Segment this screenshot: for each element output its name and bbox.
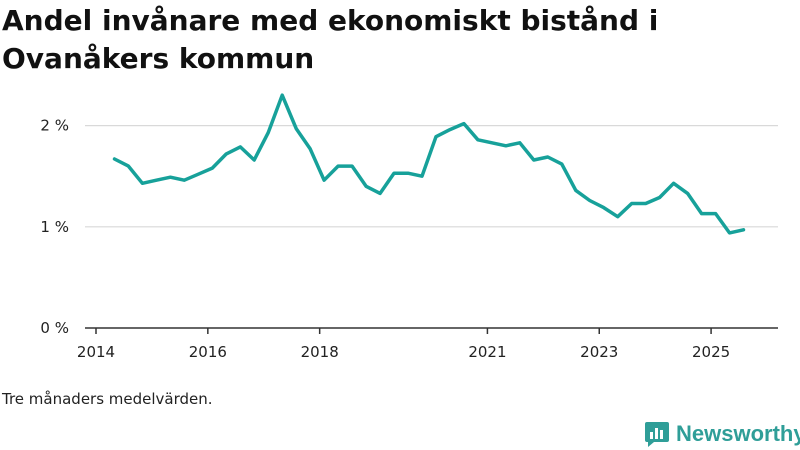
data-point xyxy=(574,189,577,192)
x-tick-label: 2014 xyxy=(77,343,115,361)
chart-footnote: Tre månaders medelvärden. xyxy=(2,390,213,408)
y-tick-label: 2 % xyxy=(40,117,69,135)
data-point xyxy=(420,175,424,178)
data-point xyxy=(714,212,717,215)
data-point xyxy=(239,145,242,149)
data-point xyxy=(644,202,647,205)
data-point xyxy=(406,171,410,175)
data-point xyxy=(322,179,326,182)
y-tick-label: 0 % xyxy=(40,319,69,337)
chart-title: Andel invånare med ekonomiskt bistånd i … xyxy=(2,4,659,75)
data-point xyxy=(742,228,745,232)
data-point xyxy=(588,199,591,202)
y-axis-labels: 0 % 1 % 2 % xyxy=(40,117,69,337)
x-tick-label: 2023 xyxy=(580,343,618,361)
data-point xyxy=(281,94,284,97)
data-point xyxy=(448,128,452,131)
brand-name: Newsworthy xyxy=(676,421,800,446)
data-point xyxy=(294,127,298,130)
data-point xyxy=(113,157,116,161)
data-point xyxy=(141,182,144,185)
data-point xyxy=(672,182,675,185)
data-point xyxy=(504,144,508,148)
x-axis: 2014 2016 2018 2021 2023 2025 xyxy=(77,327,778,361)
data-point xyxy=(686,192,689,195)
x-tick-label: 2016 xyxy=(189,343,227,361)
x-tick-label: 2018 xyxy=(301,343,339,361)
brand-logo[interactable]: Newsworthy xyxy=(644,419,800,449)
data-point xyxy=(476,138,480,141)
data-point xyxy=(434,135,438,138)
series-line xyxy=(112,93,746,235)
data-point xyxy=(127,164,130,168)
data-point xyxy=(462,122,466,125)
data-point xyxy=(700,212,703,215)
data-point xyxy=(336,164,340,168)
data-point xyxy=(364,185,368,188)
data-point xyxy=(197,172,200,176)
data-point xyxy=(392,171,396,175)
data-point xyxy=(155,179,158,182)
data-point xyxy=(350,164,354,168)
series-layer xyxy=(112,93,746,235)
x-tick-label: 2025 xyxy=(692,343,730,361)
data-point xyxy=(267,131,270,134)
data-point xyxy=(616,215,619,218)
gridlines xyxy=(85,124,778,228)
data-point xyxy=(518,141,522,145)
data-point xyxy=(728,231,731,235)
data-point xyxy=(560,162,563,166)
data-point xyxy=(225,152,228,156)
data-point xyxy=(630,202,633,205)
data-point xyxy=(183,179,186,182)
y-tick-label: 1 % xyxy=(40,218,69,236)
x-tick-label: 2021 xyxy=(468,343,506,361)
data-point xyxy=(308,147,312,151)
data-point xyxy=(532,158,536,162)
data-point xyxy=(211,166,214,170)
data-point xyxy=(378,192,382,195)
data-point xyxy=(602,206,605,209)
data-point xyxy=(546,155,550,159)
newsworthy-icon xyxy=(645,422,669,447)
data-point xyxy=(490,141,494,145)
data-point xyxy=(169,176,172,179)
data-point xyxy=(658,196,661,199)
data-point xyxy=(253,158,256,162)
